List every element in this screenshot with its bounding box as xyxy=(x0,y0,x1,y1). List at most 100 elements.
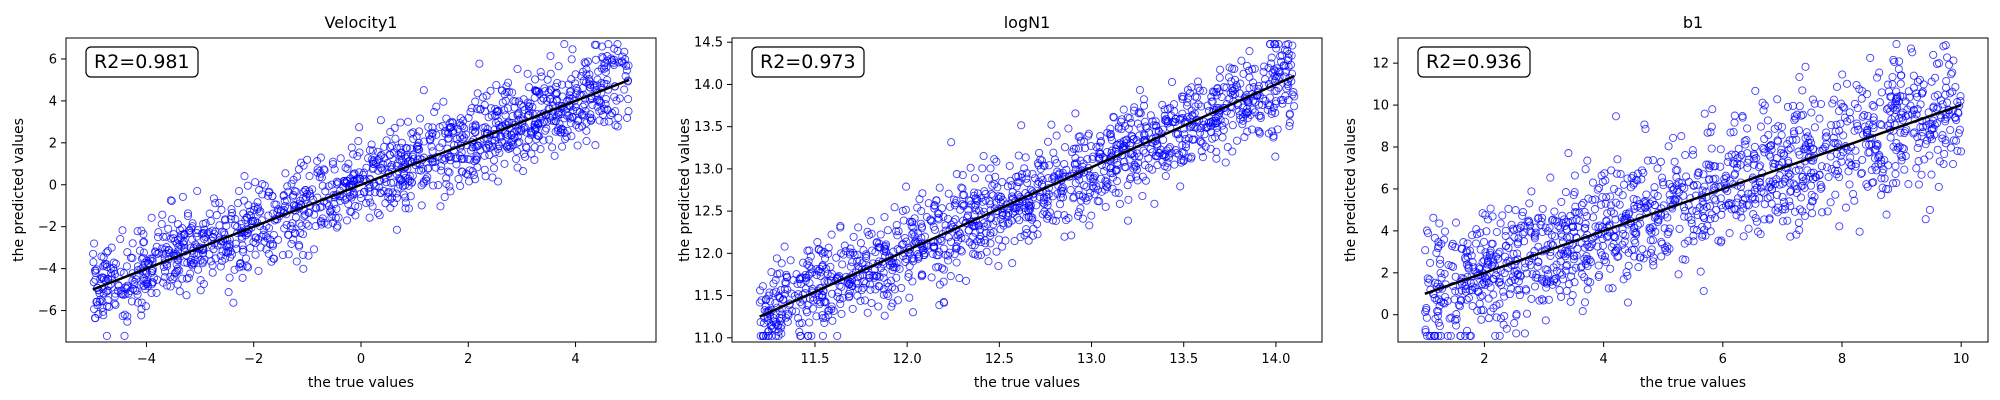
scatter-point xyxy=(567,55,576,64)
scatter-point xyxy=(218,247,227,256)
scatter-point xyxy=(1228,64,1237,73)
scatter-point xyxy=(926,215,935,224)
scatter-point xyxy=(154,228,163,237)
scatter-point xyxy=(295,242,304,251)
scatter-point xyxy=(530,120,539,129)
scatter-point xyxy=(1499,287,1508,296)
scatter-point xyxy=(180,243,189,252)
scatter-point xyxy=(1124,195,1133,204)
scatter-point xyxy=(958,184,967,193)
scatter-point xyxy=(1421,246,1430,255)
scatter-point xyxy=(571,70,580,79)
scatter-point xyxy=(809,296,818,305)
scatter-point xyxy=(212,211,221,220)
scatter-point xyxy=(386,203,395,212)
scatter-point xyxy=(409,134,418,143)
scatter-point xyxy=(464,113,473,122)
scatter-point xyxy=(904,272,913,282)
scatter-point xyxy=(1589,213,1598,222)
scatter-point xyxy=(182,274,191,283)
scatter-point xyxy=(952,233,961,242)
scatter-point xyxy=(1681,255,1690,264)
scatter-point xyxy=(1613,155,1622,164)
scatter-point xyxy=(1464,293,1474,303)
scatter-point xyxy=(761,296,770,305)
scatter-point xyxy=(955,274,964,283)
scatter-point xyxy=(334,178,343,187)
scatter-point xyxy=(1835,222,1844,231)
scatter-point xyxy=(1149,121,1158,130)
scatter-point xyxy=(542,124,551,133)
scatter-point xyxy=(235,263,244,272)
scatter-point xyxy=(1645,223,1654,232)
scatter-point xyxy=(879,273,888,282)
x-tick-label: 8 xyxy=(1838,352,1846,367)
scatter-point xyxy=(920,232,929,241)
scatter-point xyxy=(1681,150,1690,160)
scatter-point xyxy=(1141,176,1150,185)
scatter-point xyxy=(215,221,224,230)
scatter-point xyxy=(178,274,187,283)
scatter-point xyxy=(193,265,203,274)
scatter-point xyxy=(859,246,868,255)
scatter-point xyxy=(419,137,429,146)
scatter-point xyxy=(551,82,560,91)
scatter-point xyxy=(1473,306,1482,315)
scatter-point xyxy=(290,187,299,196)
scatter-point xyxy=(1290,102,1299,111)
scatter-point xyxy=(998,219,1008,228)
scatter-point xyxy=(1778,217,1787,226)
scatter-point xyxy=(1093,197,1102,206)
scatter-point xyxy=(1495,299,1504,308)
scatter-point xyxy=(498,98,507,107)
scatter-point xyxy=(1069,193,1078,202)
scatter-point xyxy=(998,242,1007,251)
scatter-point xyxy=(1601,258,1611,267)
scatter-point xyxy=(795,319,804,328)
scatter-point xyxy=(348,190,357,199)
scatter-point xyxy=(1178,109,1187,118)
scatter-point xyxy=(129,284,138,293)
scatter-point xyxy=(1196,136,1205,145)
scatter-point xyxy=(966,196,975,205)
scatter-point xyxy=(580,100,589,109)
x-axis-ticks: 11.5 12.0 12.5 13.0 13.5 14.0 xyxy=(800,342,1290,367)
scatter-point xyxy=(397,151,406,161)
scatter-point xyxy=(366,198,375,207)
scatter-point xyxy=(1255,111,1264,120)
scatter-point xyxy=(298,230,308,239)
scatter-point xyxy=(898,206,907,215)
scatter-point xyxy=(944,189,953,198)
scatter-point xyxy=(1273,125,1282,134)
scatter-point xyxy=(905,293,914,302)
scatter-point xyxy=(533,120,542,129)
scatter-point xyxy=(1146,144,1155,154)
scatter-point xyxy=(1106,154,1115,163)
scatter-point xyxy=(588,100,597,109)
scatter-point xyxy=(812,312,821,321)
scatter-point xyxy=(961,234,970,243)
scatter-point xyxy=(209,245,218,254)
scatter-point xyxy=(449,128,458,137)
scatter-point xyxy=(1286,60,1296,69)
scatter-point xyxy=(608,56,617,65)
scatter-point xyxy=(808,304,817,313)
scatter-point xyxy=(863,227,872,236)
scatter-point xyxy=(233,222,242,231)
scatter-point xyxy=(1177,158,1186,167)
scatter-point xyxy=(1729,127,1738,137)
scatter-point xyxy=(771,298,780,308)
scatter-point xyxy=(1541,316,1550,325)
scatter-point xyxy=(328,157,338,166)
scatter-point xyxy=(1706,227,1715,236)
scatter-point xyxy=(1930,92,1939,101)
scatter-point xyxy=(939,298,948,307)
scatter-point xyxy=(557,110,566,119)
scatter-point xyxy=(1035,192,1044,201)
scatter-point xyxy=(1693,226,1702,235)
scatter-point xyxy=(1134,152,1144,161)
scatter-point xyxy=(122,262,131,271)
scatter-point xyxy=(998,210,1007,220)
scatter-point xyxy=(848,304,857,313)
scatter-point xyxy=(548,97,557,106)
